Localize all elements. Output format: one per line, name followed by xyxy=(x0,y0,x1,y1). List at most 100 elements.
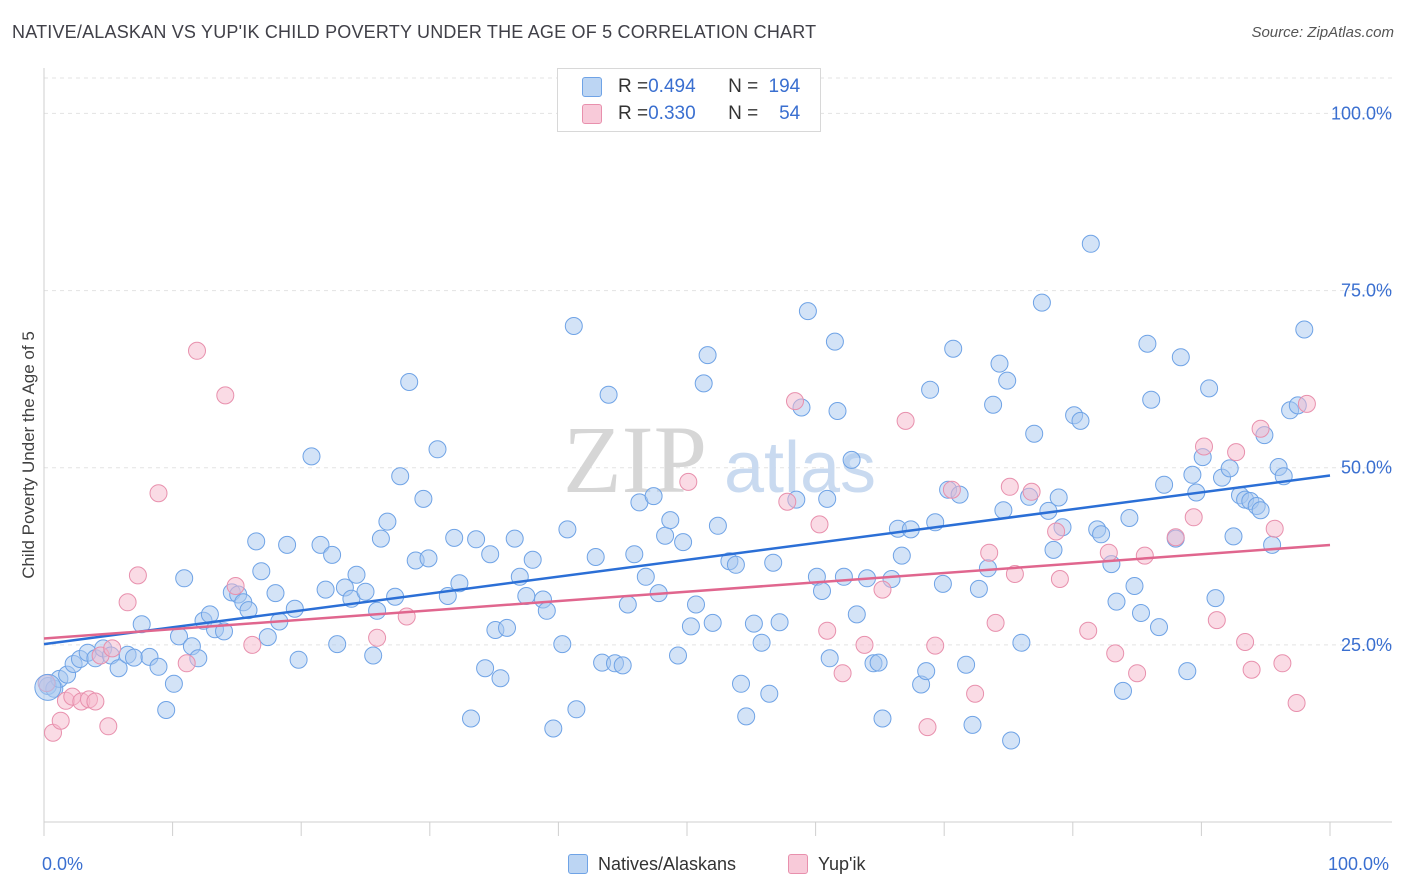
data-points xyxy=(34,234,1316,750)
natives-point xyxy=(109,659,128,678)
yupik-point xyxy=(896,411,915,430)
yupik-point xyxy=(986,613,1005,632)
natives-point xyxy=(1092,525,1111,544)
natives-point xyxy=(820,649,839,668)
bottom-legend-swatch-yupik xyxy=(788,854,808,874)
natives-point xyxy=(1171,348,1190,367)
y-tick-label: 100.0% xyxy=(1331,103,1392,123)
bottom-legend-label-natives: Natives/Alaskans xyxy=(598,853,737,874)
legend-r-label: R = xyxy=(618,76,649,97)
natives-point xyxy=(661,511,680,530)
natives-point xyxy=(1200,379,1219,398)
natives-point xyxy=(1071,411,1090,430)
natives-point xyxy=(703,613,722,632)
natives-point xyxy=(764,553,783,572)
correlation-legend: R = 0.494 N = 194 R = 0.330 N = 54 xyxy=(557,68,821,132)
yupik-point xyxy=(1106,644,1125,663)
natives-point xyxy=(311,535,330,554)
natives-point xyxy=(842,450,861,469)
x-tick-label-min: 0.0% xyxy=(42,854,84,874)
natives-point xyxy=(537,601,556,620)
natives-point xyxy=(994,501,1013,520)
natives-point xyxy=(1044,540,1063,559)
natives-point xyxy=(462,709,480,728)
yupik-point xyxy=(1242,660,1261,679)
yupik-point xyxy=(873,580,892,599)
natives-point xyxy=(567,700,586,719)
yupik-point xyxy=(118,593,137,612)
natives-point xyxy=(400,373,419,391)
natives-point xyxy=(917,662,936,681)
natives-point xyxy=(744,614,763,633)
natives-point xyxy=(1032,293,1051,312)
yupik-point xyxy=(1236,633,1255,651)
natives-point xyxy=(1178,662,1197,681)
natives-point xyxy=(625,545,644,564)
natives-point xyxy=(873,709,892,728)
natives-point xyxy=(328,635,347,654)
natives-point xyxy=(1183,465,1202,484)
legend-n-label: N = xyxy=(728,103,759,124)
bottom-legend-natives: Natives/Alaskans xyxy=(568,852,736,876)
yupik-point xyxy=(1022,482,1041,501)
yupik-point xyxy=(1251,419,1270,438)
natives-point xyxy=(450,574,469,593)
natives-point xyxy=(419,549,438,568)
legend-r-label: R = xyxy=(618,103,649,124)
y-tick-labels: 25.0% 50.0% 75.0% 100.0% xyxy=(1331,103,1392,654)
legend-n-label: N = xyxy=(728,76,759,97)
legend-swatch-natives xyxy=(582,77,602,97)
yupik-point xyxy=(177,654,196,673)
natives-point xyxy=(726,555,745,574)
natives-point xyxy=(1251,501,1270,520)
yupik-point xyxy=(99,717,118,736)
natives-point xyxy=(813,582,831,600)
natives-point xyxy=(618,595,637,614)
natives-trend-line xyxy=(43,474,1331,646)
natives-point xyxy=(1150,618,1168,637)
natives-point xyxy=(391,467,410,486)
natives-point xyxy=(445,528,464,547)
natives-point xyxy=(467,530,486,549)
natives-point xyxy=(356,582,375,601)
natives-point xyxy=(368,601,387,620)
legend-row-natives: R = 0.494 N = 194 xyxy=(558,74,800,100)
y-tick-label: 75.0% xyxy=(1341,281,1392,301)
natives-point xyxy=(656,526,675,545)
yupik-point xyxy=(128,566,147,585)
natives-point xyxy=(586,548,605,566)
bottom-legend-yupik: Yup'ik xyxy=(788,852,865,876)
natives-point xyxy=(847,605,866,624)
natives-point xyxy=(239,601,258,620)
natives-point xyxy=(1224,527,1243,546)
natives-point xyxy=(371,529,390,548)
natives-point xyxy=(708,516,727,535)
natives-point xyxy=(599,385,618,404)
natives-point xyxy=(687,595,705,614)
yupik-point xyxy=(926,636,945,655)
legend-r-value: 0.494 xyxy=(648,76,696,97)
natives-point xyxy=(825,332,844,351)
yupik-point xyxy=(103,639,122,658)
natives-point xyxy=(869,653,888,672)
yupik-point xyxy=(679,472,698,491)
natives-point xyxy=(347,565,366,584)
natives-point xyxy=(834,567,853,586)
natives-point xyxy=(892,546,911,565)
natives-point xyxy=(694,374,713,393)
axes xyxy=(43,68,1392,836)
natives-point xyxy=(476,659,495,678)
natives-point xyxy=(669,646,687,665)
natives-point xyxy=(414,489,433,508)
natives-point xyxy=(258,628,277,647)
natives-point xyxy=(944,339,963,358)
legend-row-yupik: R = 0.330 N = 54 xyxy=(558,101,800,127)
natives-point xyxy=(132,615,151,634)
natives-point xyxy=(215,622,233,641)
trend-lines xyxy=(43,474,1331,646)
natives-point xyxy=(289,650,308,669)
yupik-point xyxy=(966,684,985,703)
natives-point xyxy=(505,529,524,548)
yupik-point xyxy=(1265,519,1284,538)
